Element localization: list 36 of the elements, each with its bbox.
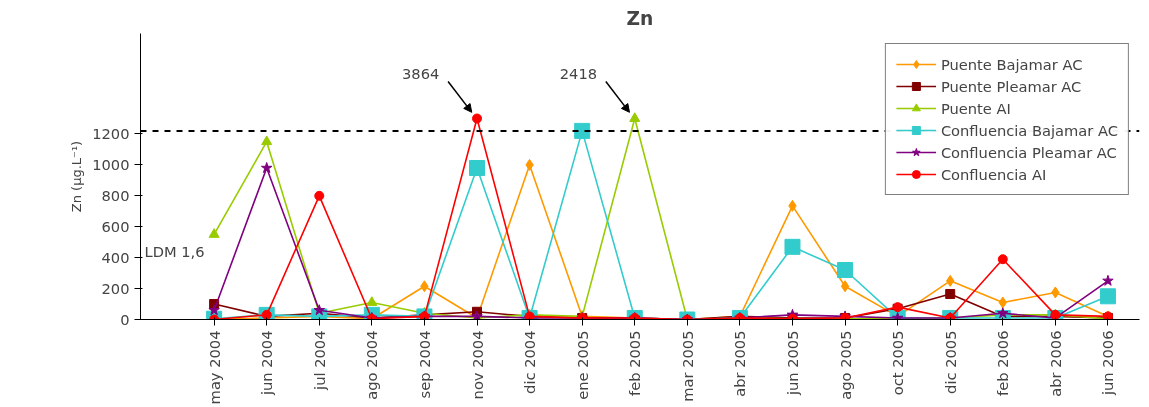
x-tick-label: ago 2005 bbox=[836, 330, 854, 400]
x-tick-label: oct 2005 bbox=[889, 330, 907, 396]
legend-label: Puente Pleamar AC bbox=[940, 77, 1082, 95]
y-tick-label: 600 bbox=[101, 217, 130, 235]
chart-title: Zn bbox=[626, 7, 654, 29]
legend-label: Confluencia AI bbox=[940, 165, 1047, 183]
legend-label: Confluencia Bajamar AC bbox=[940, 121, 1118, 139]
x-tick-label: feb 2006 bbox=[994, 330, 1012, 396]
y-tick-label: 800 bbox=[101, 186, 130, 204]
x-tick-label: mar 2005 bbox=[678, 330, 696, 402]
x-tick-label: may 2004 bbox=[205, 330, 223, 405]
y-tick-label: 200 bbox=[101, 279, 130, 297]
x-tick-label: jul 2004 bbox=[310, 330, 328, 391]
legend-label: Puente Bajamar AC bbox=[940, 55, 1083, 73]
y-tick-label: 1200 bbox=[92, 124, 130, 142]
annotation: LDM 1,6 bbox=[144, 242, 205, 260]
y-tick-label: 1000 bbox=[92, 155, 130, 173]
x-tick-label: abr 2006 bbox=[1046, 330, 1064, 397]
annotation: 3864 bbox=[402, 64, 440, 82]
y-axis-title: Zn (µg.L⁻¹) bbox=[69, 140, 85, 213]
x-tick-label: ago 2004 bbox=[363, 330, 381, 400]
legend-label: Confluencia Pleamar AC bbox=[940, 143, 1117, 161]
y-tick-label: 0 bbox=[120, 310, 130, 328]
x-tick-label: sep 2004 bbox=[415, 330, 433, 399]
annotation: 2418 bbox=[559, 64, 598, 82]
x-tick-label: jun 2004 bbox=[258, 330, 276, 397]
x-tick-label: dic 2005 bbox=[941, 330, 959, 394]
y-tick-label: 400 bbox=[101, 248, 130, 266]
x-tick-label: dic 2004 bbox=[521, 330, 539, 394]
x-tick-label: ene 2005 bbox=[573, 330, 591, 400]
legend-label: Puente AI bbox=[940, 99, 1011, 117]
x-tick-label: jun 2006 bbox=[1099, 330, 1117, 397]
x-tick-label: abr 2005 bbox=[731, 330, 749, 397]
x-tick-label: feb 2005 bbox=[626, 330, 644, 396]
x-tick-label: jun 2005 bbox=[783, 330, 801, 397]
x-tick-label: nov 2004 bbox=[468, 330, 486, 400]
